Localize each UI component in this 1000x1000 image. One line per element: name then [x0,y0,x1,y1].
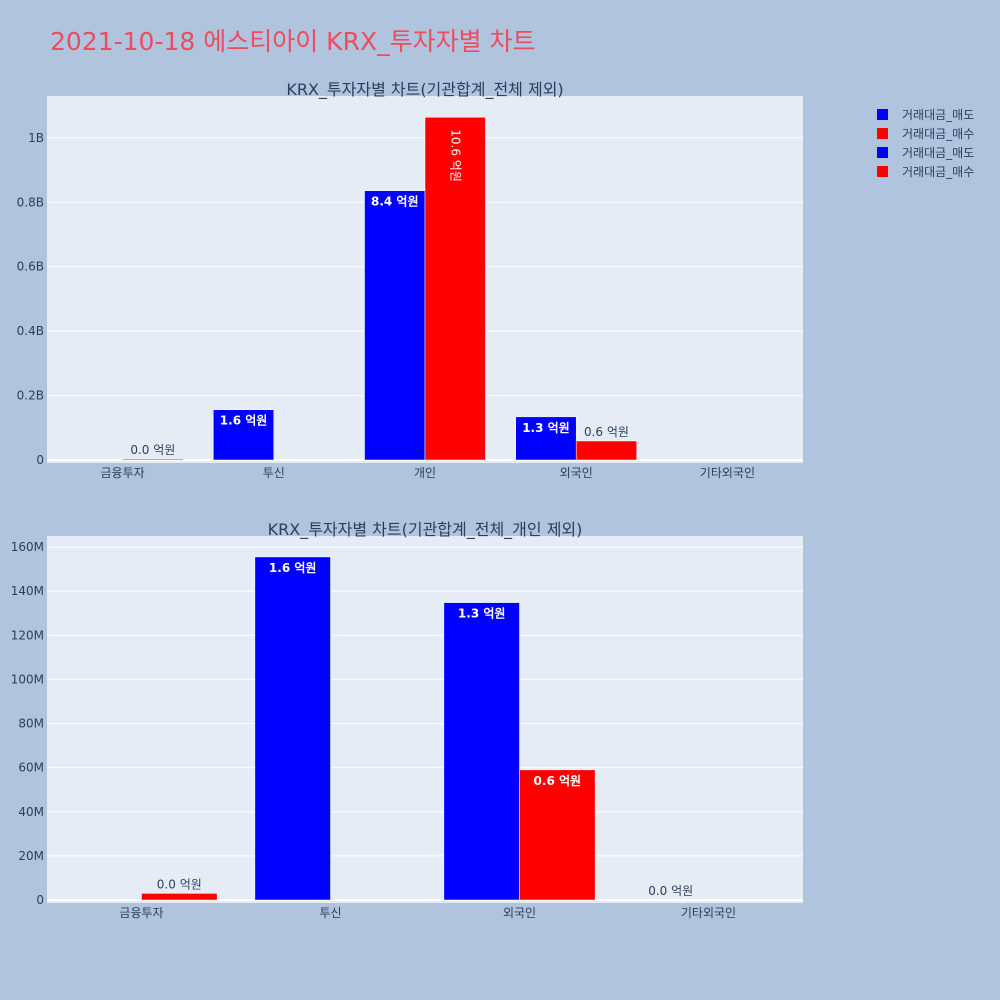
legend-label: 거래대금_매도 [902,146,974,160]
bar [515,416,577,461]
y-tick-label: 0.6B [17,260,44,274]
legend-label: 거래대금_매도 [902,108,974,122]
y-tick-label: 0.2B [17,389,44,403]
x-tick-label: 금융투자 [119,906,163,920]
y-tick-label: 0.8B [17,195,44,209]
legend-label: 거래대금_매수 [902,127,974,141]
legend-swatch [877,147,888,158]
y-tick-label: 0.4B [17,324,44,338]
data-label: 1.6 억원 [220,414,268,428]
bar [519,769,596,901]
bar [122,458,184,461]
data-label: 1.3 억원 [522,421,570,435]
plot-area [47,536,803,903]
chart-subtitle: KRX_투자자별 차트(기관합계_전체_개인 제외) [268,520,583,540]
y-tick-label: 100M [11,672,44,686]
x-tick-label: 기타외국인 [681,906,736,920]
y-tick-label: 80M [18,717,44,731]
x-tick-label: 기타외국인 [700,466,755,480]
data-label: 8.4 억원 [371,195,419,209]
x-tick-label: 투신 [319,906,341,920]
y-tick-label: 140M [11,584,44,598]
x-tick-label: 금융투자 [101,466,145,480]
y-tick-label: 20M [18,849,44,863]
page-title: 2021-10-18 에스티아이 KRX_투자자별 차트 [50,27,536,56]
y-tick-label: 1B [28,131,44,145]
y-tick-label: 60M [18,761,44,775]
chart-panel-1: 0 0.2B 0.4B 0.6B 0.8B 1B KRX_투자자별 차트(기관합계_전체 제… [17,80,803,480]
bar [575,440,637,461]
x-tick-label: 개인 [414,466,436,480]
bar [141,893,218,901]
x-tick-label: 외국인 [503,906,536,920]
legend-swatch [877,128,888,139]
legend-label: 거래대금_매수 [902,165,974,179]
y-tick-label: 120M [11,628,44,642]
bar [254,556,331,901]
data-label: 10.6 억원 [448,129,462,182]
y-tick-label: 160M [11,540,44,554]
x-tick-label: 투신 [263,466,285,480]
data-label: 1.6 억원 [269,561,317,575]
chart-subtitle: KRX_투자자별 차트(기관합계_전체 제외) [286,80,563,100]
legend-swatch [877,166,888,177]
data-label: 0.0 억원 [648,884,693,898]
data-label: 0.6 억원 [584,425,629,439]
y-tick-label: 40M [18,805,44,819]
legend-swatch [877,109,888,120]
x-tick-label: 외국인 [560,466,593,480]
y-tick-label: 0 [36,893,44,907]
bar [443,602,520,901]
data-label: 1.3 억원 [458,607,506,621]
chart-panel-2: 0 20M 40M 60M 80M 100M 120M 140M 160M KRX_투자자별 차트… [11,520,803,920]
bar [213,409,275,461]
bar [424,117,486,461]
bar [364,190,426,461]
data-label: 0.0 억원 [130,443,175,457]
data-label: 0.0 억원 [157,877,202,891]
y-tick-label: 0 [36,453,44,467]
data-label: 0.6 억원 [534,774,582,788]
